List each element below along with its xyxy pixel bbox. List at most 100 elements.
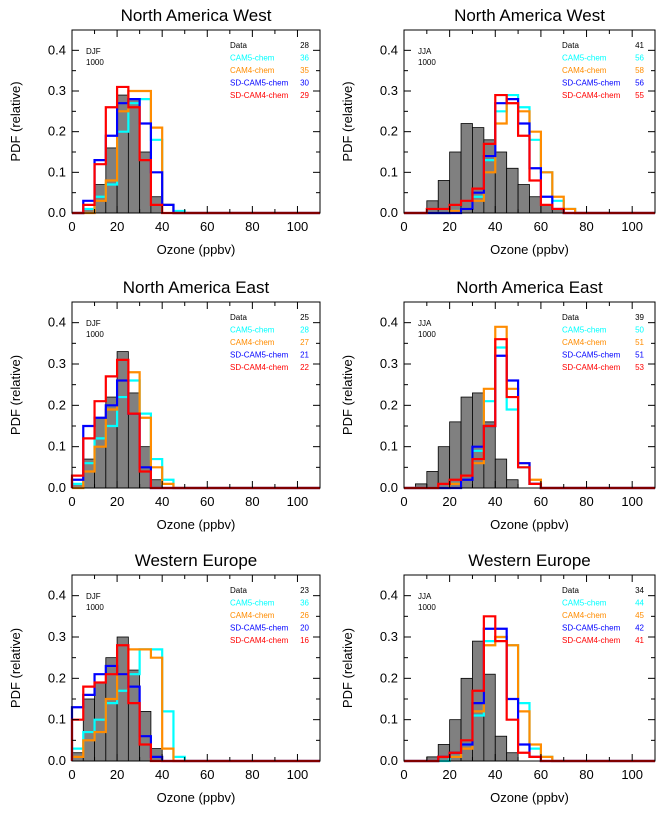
x-tick-label: 0: [400, 219, 407, 234]
legend-value-data: 34: [635, 586, 644, 595]
y-tick-label: 0.2: [48, 670, 66, 685]
legend-value-sd-cam5-chem: 56: [635, 79, 644, 88]
y-axis-label: PDF (relative): [8, 81, 23, 161]
legend-name-cam4-chem: CAM4-chem: [230, 66, 275, 75]
chart-title: Western Europe: [468, 551, 591, 570]
legend-name-cam4-chem: CAM4-chem: [230, 338, 275, 347]
legend-value-sd-cam5-chem: 51: [635, 351, 644, 360]
x-tick-label: 0: [68, 494, 75, 509]
legend-value-cam4-chem: 35: [300, 66, 309, 75]
data-bar: [105, 396, 118, 489]
legend-value-sd-cam5-chem: 20: [300, 624, 309, 633]
data-bar: [449, 719, 462, 762]
x-tick-label: 20: [442, 494, 456, 509]
legend-name-sd-cam4-chem: SD-CAM4-chem: [230, 363, 289, 372]
chart-panel-4: 0 20 40 60 80 100 0.0 0.1 0.2 0.3 0.4 Western Europ…: [8, 551, 321, 805]
legend-name-sd-cam4-chem: SD-CAM4-chem: [562, 91, 621, 100]
data-bar: [426, 200, 439, 214]
y-tick-label: 0.1: [380, 439, 398, 454]
data-bar: [483, 139, 496, 214]
level-label: 1000: [418, 58, 436, 67]
y-axis-label: PDF (relative): [340, 355, 355, 435]
legend-value-data: 28: [300, 41, 309, 50]
data-bar: [506, 167, 519, 214]
y-tick-label: 0.1: [48, 712, 66, 727]
legend-name-sd-cam5-chem: SD-CAM5-chem: [230, 624, 289, 633]
chart-title: Western Europe: [135, 551, 258, 570]
legend-name-cam5-chem: CAM5-chem: [562, 599, 607, 608]
x-tick-label: 20: [110, 767, 124, 782]
legend-value-cam4-chem: 58: [635, 66, 644, 75]
level-label: 1000: [418, 330, 436, 339]
y-tick-label: 0.3: [380, 83, 398, 98]
y-tick-label: 0.0: [380, 753, 398, 768]
data-bar: [127, 669, 141, 762]
legend-value-sd-cam4-chem: 16: [300, 636, 309, 645]
legend-value-cam4-chem: 45: [635, 611, 644, 620]
data-bar: [94, 682, 107, 762]
legend-name-data: Data: [562, 41, 579, 50]
chart-title: North America West: [454, 6, 605, 25]
chart-panel-5: 0 20 40 60 80 100 0.0 0.1 0.2 0.3 0.4 Western Europ…: [340, 551, 656, 805]
y-tick-label: 0.0: [48, 753, 66, 768]
season-label: DJF: [86, 592, 101, 601]
y-axis-label: PDF (relative): [8, 355, 23, 435]
legend-name-cam4-chem: CAM4-chem: [562, 611, 607, 620]
x-tick-label: 20: [110, 219, 124, 234]
legend-name-cam5-chem: CAM5-chem: [562, 326, 607, 335]
legend-value-sd-cam4-chem: 53: [635, 363, 644, 372]
legend-name-data: Data: [562, 313, 579, 322]
legend-value-sd-cam5-chem: 42: [635, 624, 644, 633]
plot-frame: [403, 574, 656, 762]
series-line-cam4-chem: [404, 635, 655, 763]
data-bar: [460, 396, 473, 489]
season-label: DJF: [86, 319, 101, 328]
x-tick-label: 60: [200, 767, 214, 782]
legend-name-data: Data: [562, 586, 579, 595]
data-bar: [449, 421, 462, 489]
x-tick-label: 0: [400, 494, 407, 509]
y-tick-label: 0.1: [48, 164, 66, 179]
data-bar: [506, 479, 519, 489]
legend-value-cam5-chem: 36: [300, 599, 309, 608]
x-tick-label: 60: [534, 767, 548, 782]
x-axis-label: Ozone (ppbv): [490, 790, 569, 805]
data-bar: [116, 351, 129, 489]
y-tick-label: 0.0: [380, 205, 398, 220]
legend-value-data: 23: [300, 586, 309, 595]
y-tick-label: 0.2: [48, 397, 66, 412]
x-tick-label: 40: [155, 767, 169, 782]
y-tick-label: 0.1: [380, 164, 398, 179]
y-tick-label: 0.4: [48, 42, 66, 57]
x-axis-label: Ozone (ppbv): [157, 790, 236, 805]
y-tick-label: 0.3: [380, 629, 398, 644]
chart-panel-1: 0 20 40 60 80 100 0.0 0.1 0.2 0.3 0.4 North America…: [340, 6, 656, 257]
legend-name-cam4-chem: CAM4-chem: [562, 66, 607, 75]
x-tick-label: 0: [68, 219, 75, 234]
legend-value-cam4-chem: 27: [300, 338, 309, 347]
data-bar: [483, 421, 496, 489]
chart-title: North America West: [121, 6, 272, 25]
x-tick-label: 80: [579, 767, 593, 782]
y-tick-label: 0.4: [48, 588, 66, 603]
legend-name-data: Data: [230, 41, 247, 50]
x-tick-label: 40: [488, 219, 502, 234]
level-label: 1000: [86, 58, 104, 67]
season-label: JJA: [418, 47, 432, 56]
y-tick-label: 0.1: [48, 439, 66, 454]
x-tick-label: 60: [534, 219, 548, 234]
data-bar: [517, 184, 530, 214]
legend-value-cam5-chem: 56: [635, 54, 644, 63]
x-tick-label: 40: [488, 767, 502, 782]
y-axis-label: PDF (relative): [340, 81, 355, 161]
plot-frame: [71, 29, 321, 214]
x-tick-label: 60: [534, 494, 548, 509]
data-bar: [472, 392, 485, 489]
y-tick-label: 0.0: [48, 480, 66, 495]
y-tick-label: 0.0: [380, 480, 398, 495]
data-bar: [437, 744, 451, 762]
legend-value-sd-cam5-chem: 30: [300, 79, 309, 88]
y-tick-label: 0.4: [380, 588, 398, 603]
chart-title: North America East: [123, 278, 270, 297]
